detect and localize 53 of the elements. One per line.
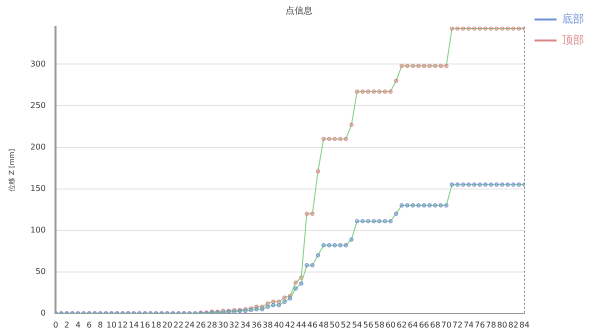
x-tick-label: 84 [519, 320, 530, 330]
legend-label: 顶部 [562, 33, 584, 46]
x-tick-label: 2 [64, 320, 70, 330]
x-tick-label: 10 [106, 320, 117, 330]
x-tick-label: 28 [206, 320, 218, 330]
x-tick-label: 32 [229, 320, 240, 330]
y-tick-label: 300 [30, 59, 46, 68]
y-tick-label: 200 [30, 142, 46, 152]
x-tick-label: 20 [162, 320, 172, 330]
x-tick-label: 78 [486, 320, 496, 330]
x-tick-label: 30 [218, 320, 228, 330]
x-tick-label: 76 [474, 320, 485, 330]
x-tick-label: 40 [274, 320, 284, 330]
x-tick-label: 52 [340, 320, 351, 330]
x-tick-label: 66 [418, 320, 430, 330]
x-tick-label: 64 [408, 320, 418, 330]
y-tick-label: 250 [30, 100, 46, 110]
y-tick-label: 0 [40, 308, 46, 318]
x-tick-label: 44 [296, 320, 306, 330]
x-tick-label: 58 [374, 320, 384, 330]
x-tick-label: 50 [330, 320, 340, 330]
x-tick-label: 62 [396, 320, 407, 330]
x-tick-label: 60 [385, 320, 396, 330]
x-tick-label: 68 [430, 320, 440, 330]
chart-title: 点信息 [286, 6, 312, 17]
x-tick-label: 22 [173, 320, 184, 330]
x-tick-label: 74 [464, 320, 474, 330]
y-tick-label: 100 [30, 225, 46, 234]
x-tick-label: 38 [262, 320, 273, 330]
x-tick-label: 0 [53, 320, 58, 330]
x-tick-label: 42 [284, 320, 296, 330]
legend-label: 底部 [562, 12, 584, 26]
x-tick-label: 6 [86, 320, 92, 330]
x-tick-label: 54 [352, 320, 362, 330]
x-tick-label: 80 [497, 320, 508, 330]
x-tick-label: 48 [318, 320, 329, 330]
x-tick-label: 12 [118, 320, 128, 330]
x-tick-label: 56 [363, 320, 374, 330]
x-tick-label: 16 [140, 320, 150, 330]
x-tick-label: 72 [452, 320, 463, 330]
y-tick-label: 50 [35, 266, 46, 276]
x-tick-label: 24 [184, 320, 195, 330]
x-tick-label: 34 [240, 320, 251, 330]
x-tick-label: 70 [441, 320, 452, 330]
x-tick-label: 36 [252, 320, 262, 330]
x-tick-label: 18 [151, 320, 162, 330]
x-tick-label: 82 [508, 320, 518, 330]
x-tick-label: 14 [128, 320, 139, 330]
x-tick-label: 4 [75, 320, 81, 330]
x-tick-label: 26 [196, 320, 206, 330]
y-tick-label: 150 [30, 184, 46, 193]
x-tick-label: 46 [307, 320, 318, 330]
x-tick-label: 8 [98, 320, 103, 330]
